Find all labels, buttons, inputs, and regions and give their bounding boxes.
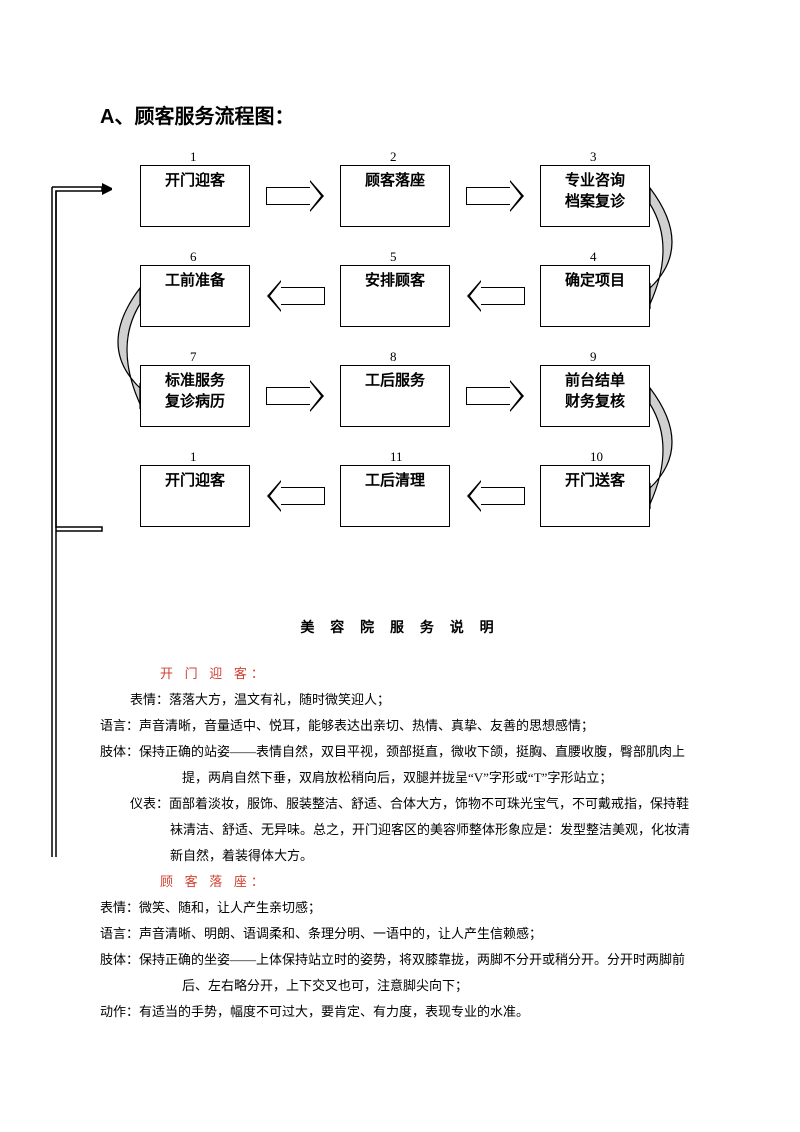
node-label: 财务复核	[565, 391, 625, 412]
line-text: 保持正确的站姿——表情自然，双目平视，颈部挺直，微收下颌，挺胸、直腰收腹，臀部肌…	[139, 744, 685, 785]
node-number: 1	[190, 149, 197, 165]
flow-node: 开门送客	[540, 465, 650, 527]
flow-node: 专业咨询档案复诊	[540, 165, 650, 227]
line-label: 肢体：	[100, 952, 139, 967]
flow-node: 前台结单财务复核	[540, 365, 650, 427]
line-label: 语言：	[100, 926, 139, 941]
node-label: 开门迎客	[165, 470, 225, 491]
flow-node: 工后服务	[340, 365, 450, 427]
node-number: 3	[590, 149, 597, 165]
node-number: 2	[390, 149, 397, 165]
flowchart: 1开门迎客2顾客落座3专业咨询档案复诊6工前准备5安排顾客4确定项目7标准服务复…	[90, 147, 690, 577]
flow-arrow	[466, 187, 511, 205]
text-body: 开 门 迎 客：表情：落落大方，温文有礼，随时微笑迎人；语言：声音清晰，音量适中…	[100, 661, 700, 1025]
flow-node: 工后清理	[340, 465, 450, 527]
flow-node: 工前准备	[140, 265, 250, 327]
line-label: 动作：	[100, 1004, 139, 1019]
node-label: 档案复诊	[565, 191, 625, 212]
node-label: 前台结单	[565, 370, 625, 391]
flow-node: 顾客落座	[340, 165, 450, 227]
body-line: 肢体：保持正确的站姿——表情自然，双目平视，颈部挺直，微收下颌，挺胸、直腰收腹，…	[100, 739, 700, 791]
flow-arrow	[466, 387, 511, 405]
body-line: 语言：声音清晰，音量适中、悦耳，能够表达出亲切、热情、真挚、友善的思想感情；	[100, 713, 700, 739]
node-label: 开门送客	[565, 470, 625, 491]
node-number: 10	[590, 449, 603, 465]
flow-node: 开门迎客	[140, 165, 250, 227]
line-text: 保持正确的坐姿——上体保持站立时的姿势，将双膝靠拢，两脚不分开或稍分开。分开时两…	[139, 952, 685, 993]
line-label: 表情：	[130, 692, 169, 707]
line-text: 声音清晰、明朗、语调柔和、条理分明、一语中的，让人产生信赖感；	[139, 926, 542, 941]
flow-arrow	[480, 487, 525, 505]
node-number: 5	[390, 249, 397, 265]
page-title: A、顾客服务流程图：	[100, 100, 700, 129]
flow-node: 开门迎客	[140, 465, 250, 527]
line-text: 有适当的手势，幅度不可过大，要肯定、有力度，表现专业的水准。	[139, 1004, 529, 1019]
node-number: 4	[590, 249, 597, 265]
node-label: 安排顾客	[365, 270, 425, 291]
node-label: 工后清理	[365, 470, 425, 491]
body-line: 语言：声音清晰、明朗、语调柔和、条理分明、一语中的，让人产生信赖感；	[100, 921, 700, 947]
flow-node: 安排顾客	[340, 265, 450, 327]
flow-arrow	[266, 387, 311, 405]
flow-arrow	[266, 187, 311, 205]
node-number: 7	[190, 349, 197, 365]
node-number: 1	[190, 449, 197, 465]
node-label: 标准服务	[165, 370, 225, 391]
flow-node: 确定项目	[540, 265, 650, 327]
section-title: 美 容 院 服 务 说 明	[100, 617, 700, 637]
node-number: 9	[590, 349, 597, 365]
node-label: 工后服务	[365, 370, 425, 391]
body-line: 表情：微笑、随和，让人产生亲切感；	[100, 895, 700, 921]
node-number: 8	[390, 349, 397, 365]
flow-arrow	[480, 287, 525, 305]
body-line: 表情：落落大方，温文有礼，随时微笑迎人；	[130, 687, 700, 713]
flow-node: 标准服务复诊病历	[140, 365, 250, 427]
node-number: 6	[190, 249, 197, 265]
node-label: 工前准备	[165, 270, 225, 291]
body-line: 仪表：面部着淡妆，服饰、服装整洁、舒适、合体大方，饰物不可珠光宝气，不可戴戒指，…	[130, 791, 700, 869]
node-label: 开门迎客	[165, 170, 225, 191]
line-text: 面部着淡妆，服饰、服装整洁、舒适、合体大方，饰物不可珠光宝气，不可戴戒指，保持鞋…	[169, 796, 690, 863]
section-heading: 顾 客 落 座：	[160, 869, 700, 895]
line-label: 仪表：	[130, 796, 169, 811]
line-text: 微笑、随和，让人产生亲切感；	[139, 900, 321, 915]
section-heading: 开 门 迎 客：	[160, 661, 700, 687]
line-text: 声音清晰，音量适中、悦耳，能够表达出亲切、热情、真挚、友善的思想感情；	[139, 718, 594, 733]
flow-arrow	[280, 487, 325, 505]
node-label: 顾客落座	[365, 170, 425, 191]
body-line: 动作：有适当的手势，幅度不可过大，要肯定、有力度，表现专业的水准。	[100, 999, 700, 1025]
line-label: 表情：	[100, 900, 139, 915]
node-label: 专业咨询	[565, 170, 625, 191]
node-label: 确定项目	[565, 270, 625, 291]
line-text: 落落大方，温文有礼，随时微笑迎人；	[169, 692, 390, 707]
node-number: 11	[390, 449, 403, 465]
node-label: 复诊病历	[165, 391, 225, 412]
body-line: 肢体：保持正确的坐姿——上体保持站立时的姿势，将双膝靠拢，两脚不分开或稍分开。分…	[100, 947, 700, 999]
flow-arrow	[280, 287, 325, 305]
